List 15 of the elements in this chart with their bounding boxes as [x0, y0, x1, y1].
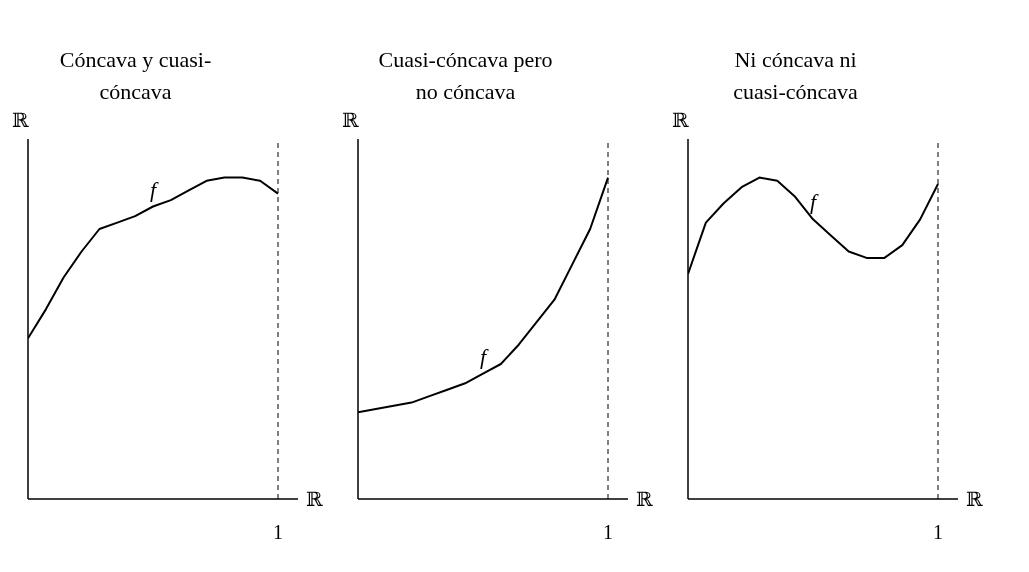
text: 1: [933, 521, 943, 543]
annotation: f: [479, 343, 489, 369]
chart-title: Cuasi-cóncava pero no cóncava: [378, 46, 553, 106]
text: 1: [273, 521, 283, 543]
x-axis-title: ℝ: [306, 488, 323, 510]
y-axis-title: ℝ: [671, 108, 690, 133]
x-axis-title: ℝ: [966, 488, 983, 510]
y-axis-title: ℝ: [11, 108, 30, 133]
annotation: f: [809, 189, 819, 215]
text: 1: [603, 521, 613, 543]
annotation: f: [149, 176, 159, 202]
chart-title: Ni cóncava ni cuasi-cóncava: [732, 46, 859, 106]
y-axis-title: ℝ: [341, 108, 360, 133]
chart-title: Cóncava y cuasi-cóncava: [58, 46, 213, 106]
x-axis-title: ℝ: [636, 488, 653, 510]
